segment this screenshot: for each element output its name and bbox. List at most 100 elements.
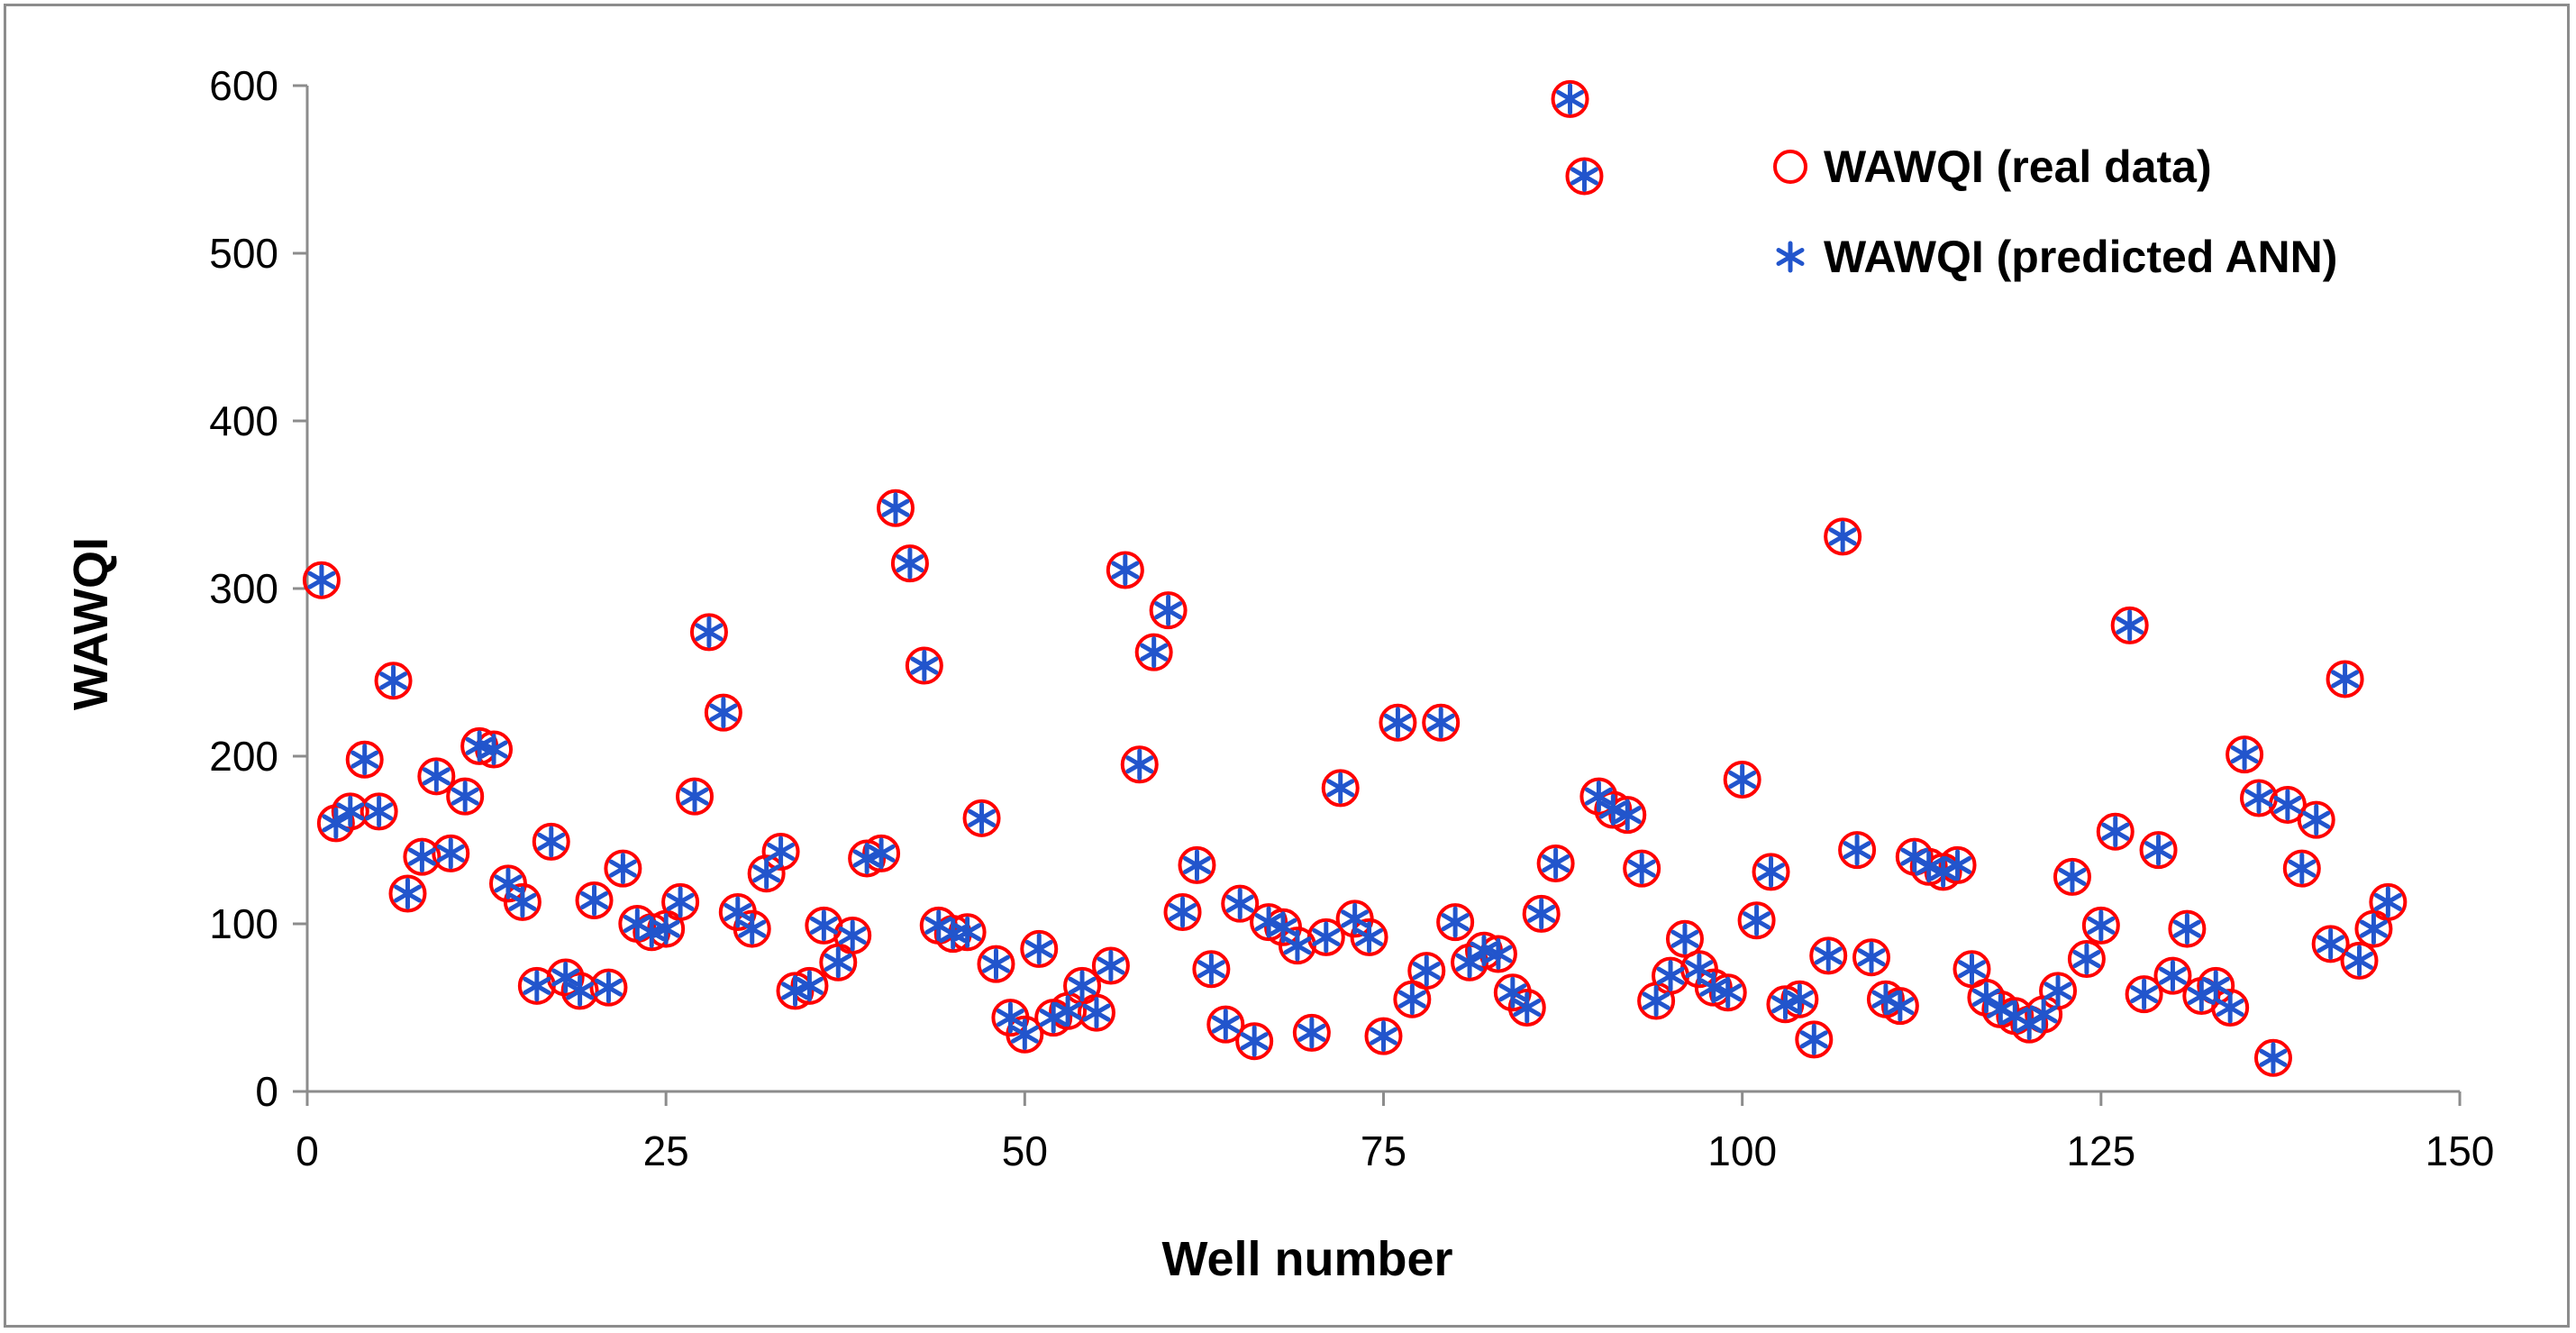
predicted-data-point: [1915, 851, 1943, 883]
predicted-data-point: [2273, 789, 2302, 821]
real-data-point: [374, 662, 413, 700]
predicted-data-point: [494, 867, 523, 899]
x-tick-label: 50: [1002, 1128, 1048, 1174]
real-data-point: [2067, 940, 2106, 979]
predicted-data-point: [1169, 896, 1197, 928]
predicted-data-point: [695, 616, 724, 648]
predicted-data-point: [1743, 904, 1771, 936]
predicted-data-point: [2058, 861, 2087, 893]
real-data-point: [1809, 936, 1848, 975]
real-data-point: [503, 882, 542, 921]
real-data-point: [432, 834, 470, 872]
predicted-data-point: [465, 730, 494, 762]
data-points: [302, 79, 2408, 1077]
predicted-data-point: [2144, 834, 2173, 866]
x-tick-label: 25: [643, 1128, 689, 1174]
predicted-data-point: [1326, 771, 1355, 804]
real-data-point: [1723, 761, 1761, 799]
real-data-point: [1507, 989, 1546, 1027]
real-data-point: [977, 945, 1015, 983]
predicted-data-point: [537, 826, 566, 858]
real-data-point: [2096, 812, 2135, 851]
predicted-data-point: [365, 795, 394, 827]
real-data-point: [2326, 660, 2364, 698]
y-axis-title: WAWQI: [64, 537, 118, 710]
predicted-data-point: [651, 913, 680, 945]
real-data-point: [2139, 831, 2178, 870]
predicted-data-point: [2201, 970, 2230, 1002]
predicted-data-point: [1598, 794, 1627, 826]
y-tick-label: 200: [209, 733, 278, 780]
real-data-point: [661, 882, 700, 921]
predicted-data-point: [1470, 935, 1498, 967]
predicted-data-point: [1971, 981, 2000, 1014]
predicted-data-point: [1297, 1017, 1326, 1049]
real-data-point: [2340, 941, 2379, 980]
real-data-point: [1206, 1005, 1245, 1044]
real-data-point: [1422, 703, 1461, 742]
real-data-point: [905, 646, 943, 685]
real-data-point: [345, 740, 384, 779]
predicted-data-point: [1613, 799, 1642, 831]
predicted-data-point: [852, 842, 881, 874]
real-data-point: [833, 917, 872, 955]
predicted-data-point: [1527, 898, 1556, 930]
predicted-data-point: [1111, 554, 1140, 587]
real-data-point: [733, 909, 771, 948]
predicted-data-point: [2302, 804, 2331, 836]
predicted-data-point: [1082, 997, 1111, 1029]
predicted-data-point: [608, 853, 637, 885]
real-data-point: [1579, 777, 1618, 816]
predicted-data-point: [594, 972, 623, 1004]
y-tick-label: 0: [255, 1068, 278, 1115]
predicted-data-point: [709, 697, 738, 729]
predicted-data-point: [637, 916, 666, 948]
predicted-data-point: [795, 970, 824, 1002]
predicted-data-point: [1943, 849, 1972, 881]
predicted-data-point: [1010, 1018, 1039, 1051]
real-data-point: [1292, 1013, 1331, 1052]
real-data-point: [1350, 918, 1388, 956]
legend-marker-real: [1773, 150, 1807, 184]
real-data-point: [2282, 849, 2321, 888]
real-data-point: [1852, 938, 1891, 977]
real-data-point: [1608, 796, 1647, 835]
predicted-data-point: [2044, 974, 2072, 1007]
predicted-data-point: [1757, 855, 1786, 888]
predicted-data-point: [1154, 594, 1183, 626]
chart-frame: 0 100 200 300 400 500 600 0 25 50 75 100 125 150 Well…: [4, 4, 2570, 1328]
real-data-point: [2226, 735, 2264, 774]
real-data-point: [388, 874, 427, 913]
predicted-data-point: [1828, 520, 1857, 552]
real-data-point: [1824, 517, 1862, 556]
predicted-data-point: [2087, 909, 2116, 942]
predicted-data-point: [1542, 847, 1570, 880]
predicted-data-point: [508, 886, 537, 918]
real-data-point: [1106, 551, 1144, 589]
predicted-data-point: [1197, 953, 1225, 985]
real-data-point: [2311, 925, 2350, 963]
predicted-data-point: [1857, 941, 1886, 973]
predicted-data-point: [2101, 816, 2130, 848]
x-tick-label: 0: [296, 1128, 319, 1174]
predicted-data-point: [1685, 953, 1714, 985]
predicted-data-point: [2288, 853, 2317, 885]
real-data-point: [589, 968, 628, 1007]
real-data-point: [1493, 973, 1532, 1012]
real-data-point: [1708, 973, 1747, 1012]
predicted-data-point: [680, 781, 709, 813]
predicted-data-point: [1383, 707, 1412, 739]
predicted-data-point: [981, 948, 1010, 981]
ticks: 0 100 200 300 400 500 600 0 25 50 75 100 125 150: [209, 62, 2494, 1174]
legend-label-real: WAWQI (real data): [1824, 142, 2212, 192]
real-data-point: [790, 966, 829, 1005]
predicted-data-point: [1312, 921, 1341, 954]
real-data-point: [1938, 845, 1977, 884]
predicted-data-point: [968, 802, 997, 835]
real-data-point: [331, 792, 369, 831]
legend: WAWQI (real data) WAWQI (predicted ANN): [1773, 142, 2337, 282]
real-data-point: [2168, 909, 2207, 948]
real-data-point: [1134, 633, 1173, 671]
predicted-data-point: [2216, 991, 2244, 1024]
real-data-point: [604, 849, 642, 888]
